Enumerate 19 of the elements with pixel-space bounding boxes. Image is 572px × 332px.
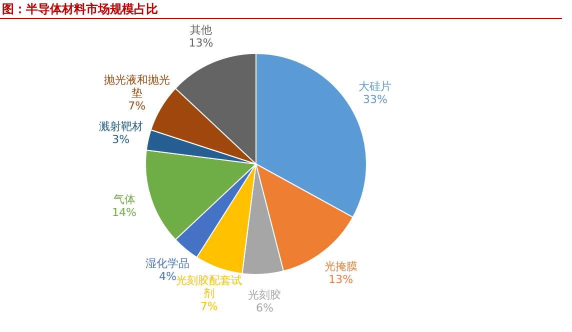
slice-label: 大硅片 [358, 80, 392, 93]
slice-label: 抛光液和抛光垫 [104, 73, 170, 100]
slice-label: 光刻胶配套试剂 [176, 274, 242, 300]
slice-label: 光刻胶 [248, 288, 282, 302]
data-label: 14% [112, 206, 137, 220]
data-label: 4% [158, 270, 176, 284]
chart-title: 图：半导体材料市场规模占比 [0, 0, 562, 19]
slice-label: 光掩膜 [324, 260, 358, 273]
data-label: 13% [328, 272, 354, 286]
slice-label: 气体 [113, 193, 136, 206]
data-label: 7% [128, 99, 146, 112]
data-label: 3% [112, 133, 130, 146]
data-label: 13% [188, 36, 214, 50]
slice-label: 溅射靶材 [98, 120, 143, 134]
data-label: 6% [256, 302, 274, 315]
data-label: 7% [200, 300, 218, 314]
slice-label: 其他 [190, 23, 212, 36]
slice-label: 湿化学品 [146, 257, 190, 270]
data-label: 33% [362, 92, 388, 106]
